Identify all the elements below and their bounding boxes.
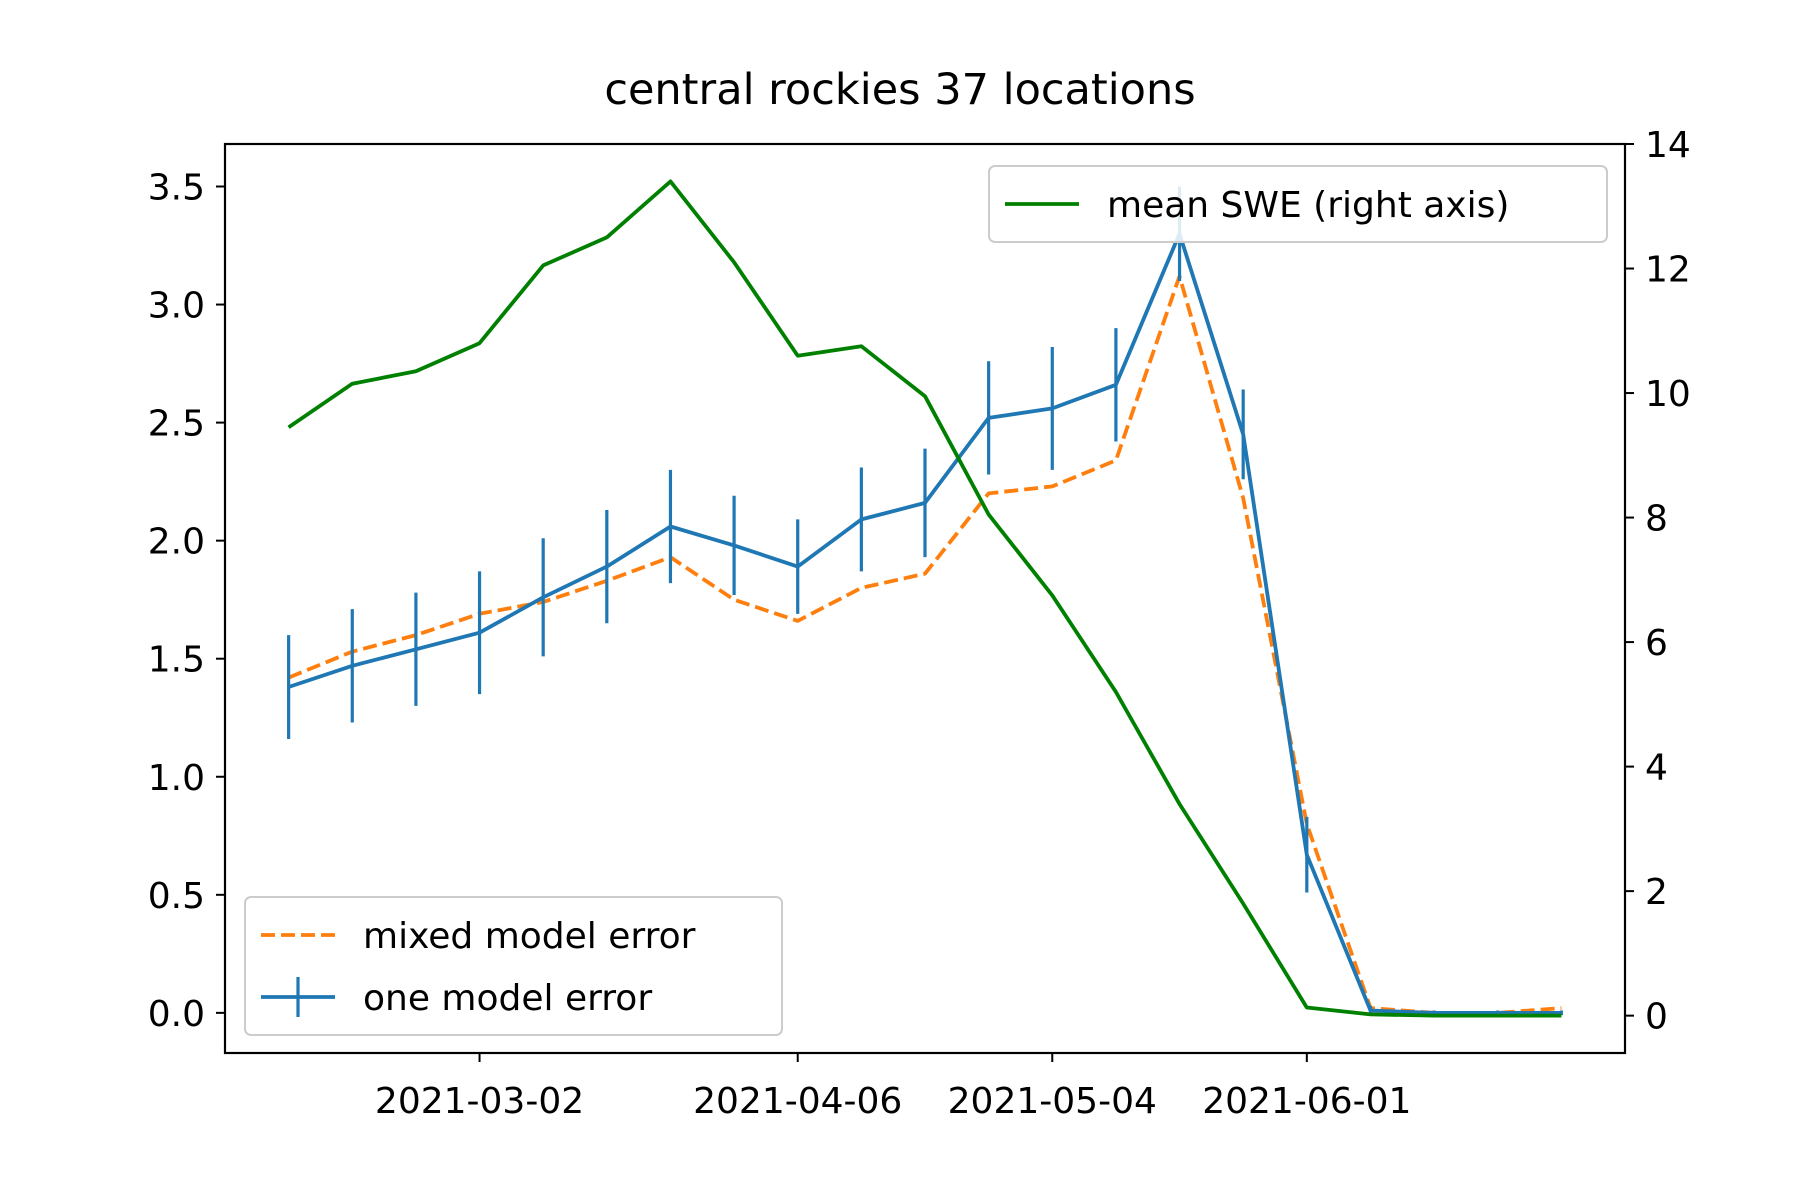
y-tick-label: 3.0 — [148, 286, 205, 327]
plot-area — [287, 179, 1563, 1018]
y2-tick-label: 14 — [1645, 125, 1691, 166]
axes-frame — [223, 142, 1627, 1055]
y2-tick-label: 4 — [1645, 748, 1668, 789]
y2-tick-label: 10 — [1645, 374, 1691, 415]
y2-tick-label: 12 — [1645, 250, 1691, 291]
y-tick-label: 2.5 — [148, 404, 205, 445]
y-tick-label: 0.0 — [148, 994, 205, 1035]
series-line-mean-swe-right-axis — [287, 179, 1562, 1018]
y-tick-label: 1.5 — [148, 640, 205, 681]
legend-label: mixed model error — [363, 916, 696, 957]
y2-tick-label: 6 — [1645, 623, 1668, 664]
y2-tick-label: 0 — [1645, 997, 1668, 1038]
chart-title: central rockies 37 locations — [604, 65, 1195, 115]
x-tick-label: 2021-05-04 — [948, 1081, 1157, 1122]
legend-layer: mixed model error one model error mean SWE… — [244, 165, 1608, 1036]
y-tick-label: 3.5 — [148, 167, 205, 208]
axes-layer: 0.0 0.5 1.0 1.5 2.0 2.5 3.0 3.5 0 2 4 6 8 10 12 14 2021-… — [148, 125, 1691, 1122]
y-tick-label: 1.0 — [148, 758, 205, 799]
legend-box — [244, 896, 783, 1036]
legend-label: one model error — [363, 978, 652, 1019]
x-tick-label: 2021-03-02 — [375, 1081, 584, 1122]
series-line-mixed-model-error — [287, 274, 1562, 1015]
series-line-one-model-error — [288, 231, 1562, 1015]
x-tick-label: 2021-06-01 — [1202, 1081, 1411, 1122]
y2-tick-label: 2 — [1645, 872, 1668, 913]
legend-label: mean SWE (right axis) — [1107, 185, 1509, 226]
y2-tick-label: 8 — [1645, 499, 1668, 540]
legend-box — [988, 165, 1608, 243]
x-tick-label: 2021-04-06 — [693, 1081, 902, 1122]
y-tick-label: 2.0 — [148, 522, 205, 563]
y-tick-label: 0.5 — [148, 876, 205, 917]
